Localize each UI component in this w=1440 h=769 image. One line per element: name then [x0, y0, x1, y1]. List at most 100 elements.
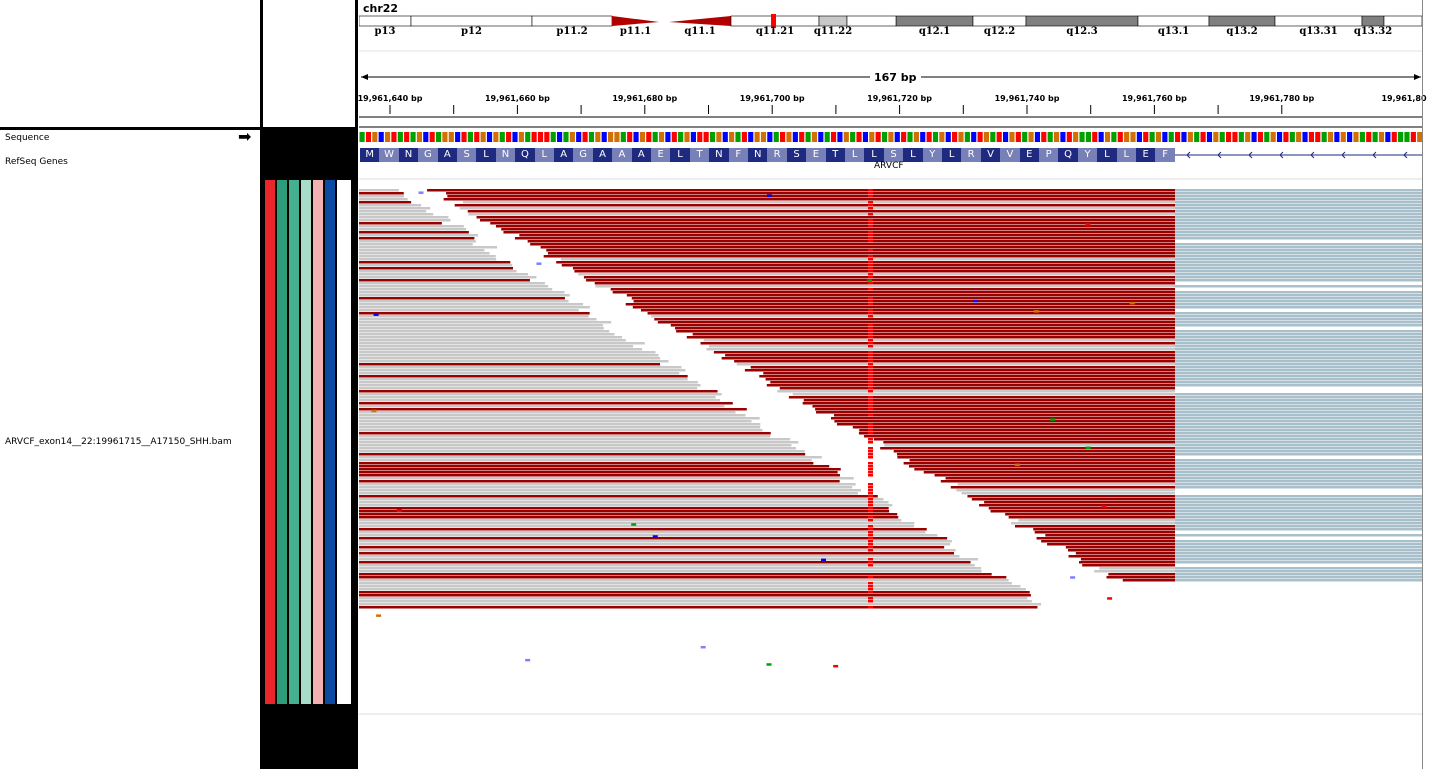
soft-clipped-read[interactable]	[1175, 555, 1423, 558]
reference-base[interactable]	[958, 132, 964, 142]
aligned-read[interactable]	[480, 219, 1175, 222]
aligned-read[interactable]	[359, 537, 948, 540]
soft-clipped-read[interactable]	[1175, 216, 1423, 219]
aligned-read[interactable]	[359, 303, 584, 306]
aligned-read[interactable]	[359, 249, 485, 252]
reference-base[interactable]	[811, 132, 818, 142]
aligned-read[interactable]	[359, 342, 645, 345]
aligned-read[interactable]	[359, 267, 514, 270]
aligned-read[interactable]	[1005, 513, 1175, 516]
soft-clipped-read[interactable]	[1175, 249, 1423, 252]
aligned-read[interactable]	[359, 396, 716, 399]
reference-base[interactable]	[1047, 132, 1053, 142]
name-panel-divider[interactable]	[260, 0, 263, 769]
reference-base[interactable]	[550, 132, 556, 142]
aligned-read[interactable]	[427, 189, 1175, 192]
soft-clipped-read[interactable]	[1175, 369, 1423, 372]
soft-clipped-read[interactable]	[1175, 381, 1423, 384]
soft-clipped-read[interactable]	[1175, 417, 1423, 420]
aligned-read[interactable]	[833, 414, 1175, 417]
sequence-track[interactable]	[359, 130, 1423, 144]
reference-base[interactable]	[627, 132, 633, 142]
reference-base[interactable]	[977, 132, 983, 142]
mismatch-base[interactable]	[868, 495, 873, 498]
aligned-read[interactable]	[359, 216, 449, 219]
aligned-read[interactable]	[1094, 570, 1175, 573]
cytoband-p13[interactable]	[359, 15, 412, 27]
aligned-read[interactable]	[1106, 576, 1175, 579]
reference-base[interactable]	[735, 132, 741, 142]
reference-base[interactable]	[601, 132, 607, 142]
aligned-read[interactable]	[359, 438, 791, 441]
reference-base[interactable]	[588, 132, 595, 142]
cytoband-q13.31[interactable]	[1274, 15, 1363, 27]
mismatch-base[interactable]	[868, 576, 873, 579]
soft-clipped-read[interactable]	[1175, 285, 1423, 288]
reference-base[interactable]	[1206, 132, 1213, 142]
reference-base[interactable]	[741, 132, 747, 142]
mismatch-base[interactable]	[1101, 505, 1107, 508]
reference-base[interactable]	[474, 132, 480, 142]
reference-base[interactable]	[646, 132, 652, 142]
reference-base[interactable]	[773, 132, 779, 142]
aligned-read[interactable]	[759, 375, 1175, 378]
soft-clipped-read[interactable]	[1175, 234, 1423, 237]
mismatch-base[interactable]	[868, 300, 873, 303]
mismatch-base[interactable]	[868, 447, 873, 450]
mismatch-base[interactable]	[396, 509, 402, 512]
reference-base[interactable]	[1117, 132, 1123, 142]
reference-base[interactable]	[996, 132, 1002, 142]
mismatch-base[interactable]	[868, 384, 873, 387]
aligned-read[interactable]	[359, 525, 914, 528]
aligned-read[interactable]	[864, 435, 1175, 438]
aligned-read[interactable]	[359, 300, 569, 303]
soft-clipped-read[interactable]	[1175, 279, 1423, 282]
aligned-read[interactable]	[1122, 579, 1175, 582]
aligned-read[interactable]	[546, 249, 1175, 252]
aligned-read[interactable]	[359, 480, 840, 483]
amino-acid[interactable]: T	[825, 148, 845, 162]
mismatch-base[interactable]	[868, 504, 873, 507]
aligned-read[interactable]	[1108, 573, 1175, 576]
soft-clipped-read[interactable]	[1175, 411, 1423, 414]
soft-clipped-read[interactable]	[1175, 357, 1423, 360]
mismatch-base[interactable]	[868, 213, 873, 216]
aligned-read[interactable]	[359, 270, 517, 273]
soft-clipped-read[interactable]	[1175, 231, 1423, 234]
chromosome-ideogram[interactable]	[359, 14, 1423, 54]
aligned-read[interactable]	[657, 321, 1175, 324]
mismatch-base[interactable]	[868, 219, 873, 222]
soft-clipped-read[interactable]	[1175, 510, 1423, 513]
aligned-read[interactable]	[651, 315, 1175, 318]
reference-base[interactable]	[729, 132, 735, 142]
mismatch-base[interactable]	[868, 363, 873, 366]
soft-clipped-read[interactable]	[1175, 474, 1423, 477]
amino-acid[interactable]: Q	[1058, 148, 1078, 162]
aligned-read[interactable]	[495, 225, 1175, 228]
aligned-read[interactable]	[359, 195, 404, 198]
reference-base[interactable]	[1283, 132, 1289, 142]
mismatch-base[interactable]	[868, 438, 873, 441]
aligned-read[interactable]	[359, 513, 898, 516]
aligned-read[interactable]	[359, 468, 841, 471]
aligned-read[interactable]	[834, 420, 1175, 423]
soft-clipped-read[interactable]	[1175, 564, 1423, 567]
reference-base[interactable]	[480, 132, 486, 142]
soft-clipped-read[interactable]	[1175, 375, 1423, 378]
aligned-read[interactable]	[359, 573, 992, 576]
aligned-read[interactable]	[893, 450, 1175, 453]
aligned-read[interactable]	[1099, 567, 1175, 570]
aligned-read[interactable]	[1075, 552, 1175, 555]
amino-acid[interactable]: F	[1155, 148, 1175, 162]
reference-base[interactable]	[1327, 132, 1334, 142]
soft-clipped-read[interactable]	[1175, 441, 1423, 444]
reference-base[interactable]	[722, 132, 728, 142]
mismatch-base[interactable]	[868, 297, 873, 300]
soft-clipped-read[interactable]	[1175, 576, 1423, 579]
reference-base[interactable]	[1321, 132, 1327, 142]
aligned-read[interactable]	[359, 204, 422, 207]
amino-acid[interactable]: V	[1000, 148, 1020, 162]
mismatch-base[interactable]	[868, 453, 873, 456]
soft-clipped-read[interactable]	[1175, 198, 1423, 201]
reference-base[interactable]	[359, 132, 365, 142]
